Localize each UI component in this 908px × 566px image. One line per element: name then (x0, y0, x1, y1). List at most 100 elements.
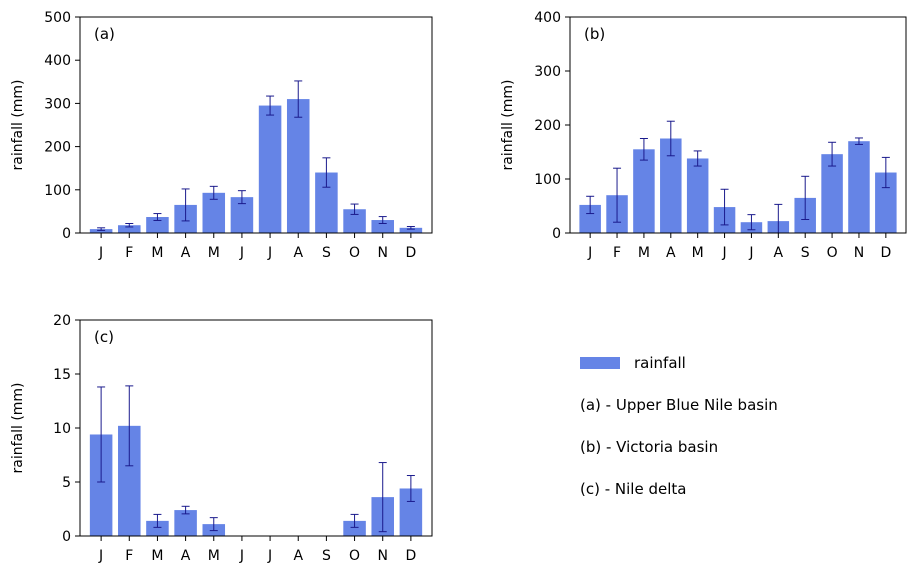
x-tick-label: J (267, 245, 272, 261)
error-bar-2 (125, 385, 134, 467)
x-tick-label: J (587, 245, 592, 261)
y-tick-label: 400 (534, 10, 561, 26)
legend: rainfall (a) - Upper Blue Nile basin (b)… (580, 352, 778, 500)
legend-note-b: (b) - Victoria basin (580, 438, 719, 456)
x-tick-label: D (880, 245, 891, 261)
x-tick-label: F (613, 245, 621, 261)
error-bar-11 (378, 462, 387, 533)
error-bar-5 (209, 517, 218, 532)
error-bar-4 (666, 120, 675, 157)
y-tick-label: 0 (552, 226, 561, 242)
x-tick-label: O (349, 548, 360, 564)
x-tick-label: D (405, 245, 416, 261)
error-bar-6 (237, 190, 246, 205)
error-bar-7 (266, 95, 275, 116)
x-tick-label: S (322, 548, 331, 564)
x-tick-label: M (151, 548, 163, 564)
panel-label: (b) (584, 25, 605, 43)
x-tick-label: N (377, 245, 387, 261)
bar-2 (118, 425, 141, 536)
legend-note-a: (a) - Upper Blue Nile basin (580, 396, 778, 414)
bar-3 (146, 520, 169, 536)
y-axis-label: rainfall (mm) (10, 382, 26, 473)
y-tick-label: 0 (62, 529, 71, 545)
panel-label: (c) (94, 328, 114, 346)
bar-10 (343, 520, 366, 536)
x-tick-label: M (692, 245, 704, 261)
error-bar-1 (586, 195, 595, 215)
y-tick-label: 100 (534, 172, 561, 188)
y-tick-label: 200 (534, 118, 561, 134)
error-bar-12 (406, 475, 415, 502)
panel-label: (a) (94, 25, 115, 43)
x-tick-label: S (801, 245, 810, 261)
y-tick-label: 300 (44, 96, 71, 112)
y-tick-label: 100 (44, 183, 71, 199)
y-tick-label: 500 (44, 10, 71, 26)
x-tick-label: A (774, 245, 784, 261)
x-tick-label: D (405, 548, 416, 564)
x-tick-label: M (208, 548, 220, 564)
error-bar-9 (801, 175, 810, 220)
x-tick-label: J (98, 548, 103, 564)
error-bar-10 (828, 141, 837, 167)
y-tick-label: 20 (53, 313, 71, 329)
bar-4 (660, 138, 682, 233)
x-tick-label: O (827, 245, 838, 261)
x-tick-label: N (377, 548, 387, 564)
legend-note-c: (c) - Nile delta (580, 480, 687, 498)
error-bar-5 (209, 185, 218, 200)
x-tick-label: M (208, 245, 220, 261)
bar-7 (258, 105, 282, 233)
x-tick-label: J (98, 245, 103, 261)
error-bar-4 (181, 505, 190, 515)
x-tick-label: J (721, 245, 726, 261)
x-tick-label: J (239, 548, 244, 564)
error-bar-12 (406, 226, 415, 230)
bar-3 (633, 149, 655, 233)
y-tick-label: 5 (62, 475, 71, 491)
x-tick-label: O (349, 245, 360, 261)
error-bar-10 (350, 513, 359, 528)
error-bar-3 (639, 138, 648, 161)
x-tick-label: A (293, 548, 303, 564)
bar-9 (315, 172, 338, 233)
bar-10 (821, 154, 843, 233)
bar-12 (399, 488, 423, 536)
y-tick-label: 0 (62, 226, 71, 242)
error-bar-11 (854, 137, 863, 145)
x-tick-label: A (666, 245, 676, 261)
y-tick-label: 300 (534, 64, 561, 80)
bar-3 (146, 217, 169, 233)
error-bar-3 (153, 513, 162, 528)
error-bar-11 (378, 216, 387, 224)
y-tick-label: 15 (53, 367, 71, 383)
error-bar-3 (153, 213, 162, 221)
x-tick-label: S (322, 245, 331, 261)
error-bar-1 (97, 386, 106, 483)
y-axis-label: rainfall (mm) (500, 79, 516, 170)
error-bar-9 (322, 157, 331, 188)
x-tick-label: J (267, 548, 272, 564)
bar-10 (343, 209, 366, 233)
y-tick-label: 400 (44, 53, 71, 69)
error-bar-4 (181, 188, 190, 222)
x-tick-label: A (181, 245, 191, 261)
bar-8 (286, 99, 310, 233)
x-tick-label: J (748, 245, 753, 261)
x-tick-label: F (125, 245, 133, 261)
y-tick-label: 200 (44, 140, 71, 156)
bar-2 (118, 225, 141, 233)
bar-12 (399, 227, 423, 233)
x-tick-label: M (638, 245, 650, 261)
bar-1 (89, 434, 113, 536)
error-bar-7 (747, 214, 756, 231)
error-bar-5 (693, 150, 702, 167)
legend-label: rainfall (634, 354, 686, 372)
bar-1 (579, 204, 601, 233)
x-tick-label: J (239, 245, 244, 261)
x-tick-label: M (151, 245, 163, 261)
